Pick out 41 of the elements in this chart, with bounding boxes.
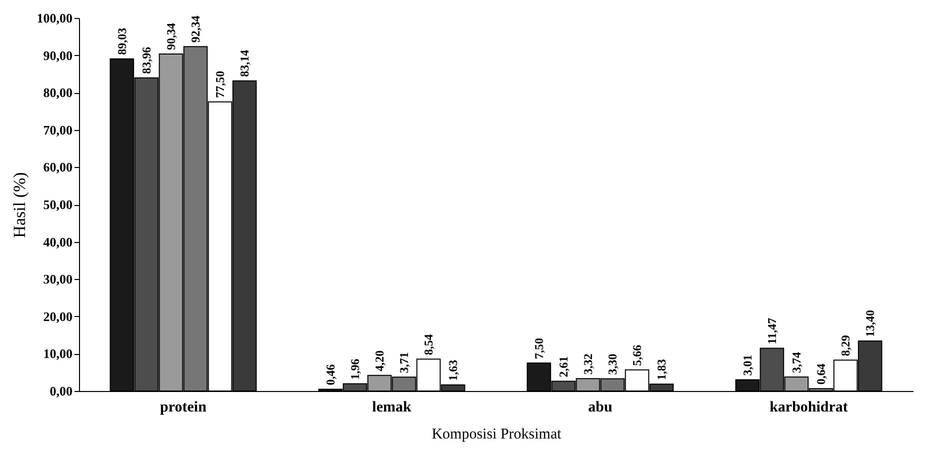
data-label: 77,50: [213, 70, 228, 98]
data-label: 3,32: [580, 354, 595, 375]
x-tick-label: abu: [588, 400, 612, 416]
data-label: 4,20: [372, 350, 386, 372]
data-label: 7,50: [532, 338, 546, 360]
data-label: 83,14: [238, 50, 252, 77]
data-label: 3,74: [789, 352, 804, 374]
data-label: 8,29: [838, 335, 853, 356]
y-tick-label: 100,00: [36, 10, 72, 26]
y-tick-label: 90,00: [43, 48, 72, 63]
data-label: 3,01: [740, 354, 754, 376]
data-label: 3,30: [606, 354, 620, 375]
y-tick-label: 10,00: [43, 346, 72, 362]
data-label: 89,03: [114, 28, 129, 55]
data-label: 3,71: [397, 352, 412, 374]
y-tick-label: 20,00: [43, 308, 72, 324]
data-label: 8,54: [422, 334, 436, 356]
x-tick-label: lemak: [372, 400, 412, 416]
y-tick-label: 40,00: [43, 234, 72, 250]
y-tick-label: 60,00: [43, 160, 72, 175]
data-label: 1,63: [446, 360, 460, 381]
y-tick-label: 80,00: [43, 85, 72, 100]
data-label: 5,66: [630, 344, 644, 366]
y-tick-label: 30,00: [43, 272, 72, 287]
data-label: 13,40: [863, 310, 878, 338]
data-label: 92,34: [188, 16, 203, 43]
x-axis-title: Komposisi Proksimat: [432, 426, 562, 442]
data-label: 11,47: [764, 318, 779, 344]
y-tick-label: 50,00: [43, 197, 72, 212]
data-label: 90,34: [164, 23, 178, 50]
data-label: 0,46: [323, 364, 338, 386]
data-label: 2,61: [556, 356, 570, 378]
x-tick-label: protein: [160, 400, 208, 416]
y-axis-title: Hasil (%): [10, 172, 29, 238]
data-label: 83,96: [139, 46, 154, 74]
y-tick-label: 0,00: [50, 384, 72, 398]
data-label: 1,83: [654, 359, 669, 380]
x-tick-label: karbohidrat: [770, 400, 848, 416]
y-tick-label: 70,00: [43, 122, 72, 138]
data-label: 1,96: [348, 358, 362, 380]
data-label: 0,64: [814, 364, 828, 385]
